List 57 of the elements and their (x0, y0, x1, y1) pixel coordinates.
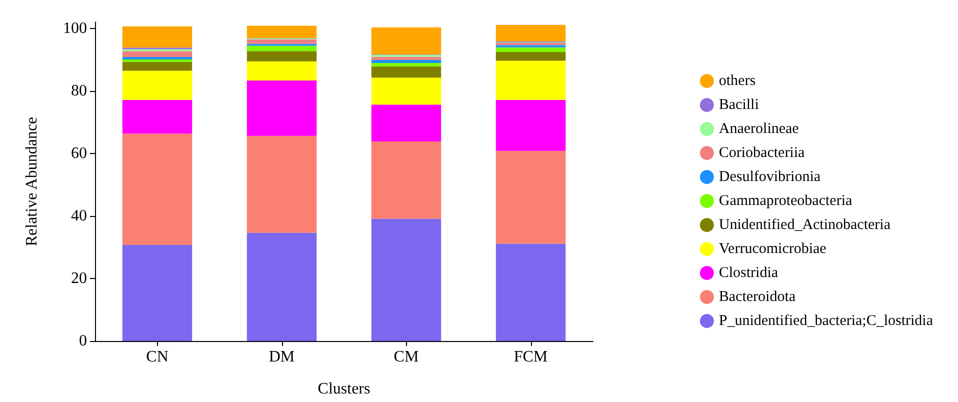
legend-label: Desulfovibrionia (718, 169, 821, 185)
bar (371, 60, 442, 63)
bar (371, 104, 442, 142)
x-axis-title: Clusters (318, 380, 370, 398)
bar (371, 78, 442, 105)
y-axis-title: Relative Abundance (24, 116, 40, 246)
legend-label: P_unidentified_bacteria;C_lostridia (718, 313, 934, 329)
x-tick-label: CN (146, 348, 169, 366)
y-tick-label: 40 (71, 207, 87, 224)
legend-label: Anaerolineae (718, 121, 800, 137)
bar (496, 52, 566, 61)
bar (371, 66, 442, 78)
bar (122, 60, 192, 62)
bar (371, 62, 442, 66)
y-tick-label: 0 (79, 332, 87, 350)
legend-label: Bacteroidota (718, 289, 796, 305)
bar (122, 26, 192, 48)
x-tick-label: FCM (514, 348, 548, 366)
bar (371, 56, 442, 60)
y-tick-label: 100 (63, 20, 87, 37)
bar (496, 24, 566, 42)
bar (246, 46, 317, 52)
legend-label: Bacilli (718, 97, 759, 113)
bar (496, 150, 566, 244)
bar (496, 47, 566, 52)
y-tick-label: 60 (71, 144, 87, 162)
bar (122, 100, 192, 134)
bar (496, 100, 566, 151)
y-tick-label: 20 (71, 270, 87, 287)
legend-label: Gammaproteobacteria (718, 193, 852, 209)
legend-label: Verrucomicrobiae (718, 241, 827, 257)
x-tick-label: CM (394, 348, 419, 366)
legend-label: others (718, 73, 756, 89)
y-tick-label: 80 (71, 82, 87, 100)
legend-label: Unidentified_Actinobacteria (718, 217, 891, 233)
bar (496, 60, 566, 100)
bar (246, 26, 317, 38)
bar (122, 70, 192, 100)
legend-label: Clostridia (718, 265, 778, 281)
bar (496, 244, 566, 341)
bar (122, 62, 192, 71)
bar (246, 80, 317, 136)
bar (122, 57, 192, 60)
bar (371, 218, 442, 341)
bar (246, 136, 317, 233)
legend-label: Coriobacteriia (718, 145, 806, 161)
bar (371, 141, 442, 219)
bar (246, 51, 317, 62)
bar (246, 39, 317, 44)
x-tick-label: DM (268, 348, 295, 366)
bar (246, 232, 317, 341)
bar (371, 27, 442, 55)
bar (246, 61, 317, 80)
bar (122, 134, 192, 245)
bar (122, 244, 192, 341)
bar (122, 51, 192, 58)
bar (496, 42, 566, 46)
